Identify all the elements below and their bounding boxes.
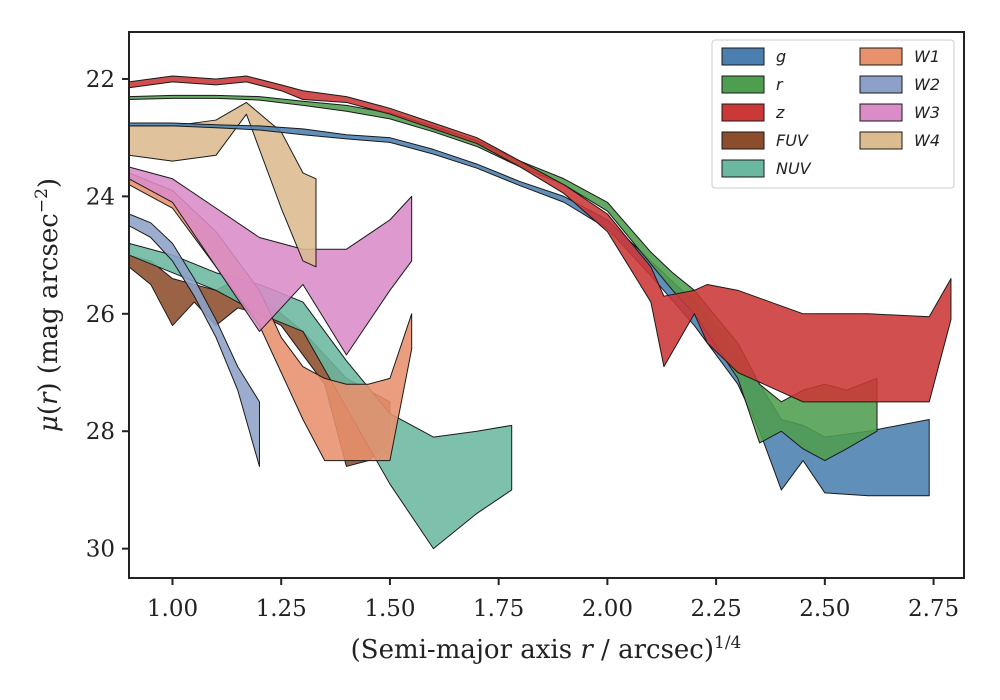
x-tick-label: 2.25 bbox=[691, 596, 742, 622]
band-w3 bbox=[128, 166, 413, 356]
bands-layer bbox=[128, 75, 952, 550]
x-axis-ticks: 1.00 1.25 1.50 1.75 2.00 2.25 2.50 2.75 bbox=[147, 578, 959, 622]
legend-label-w2: W2 bbox=[914, 75, 940, 94]
x-tick-label: 2.75 bbox=[908, 596, 959, 622]
y-tick-label: 28 bbox=[86, 419, 115, 445]
x-tick-label: 1.75 bbox=[473, 596, 524, 622]
legend-swatch-w2 bbox=[859, 75, 903, 94]
legend-swatch-nuv bbox=[721, 159, 765, 178]
legend-swatch-r bbox=[721, 75, 765, 94]
legend-swatch-g bbox=[721, 47, 765, 66]
y-tick-label: 26 bbox=[86, 302, 115, 328]
legend-label-r: r bbox=[776, 75, 784, 94]
legend-label-w4: W4 bbox=[914, 131, 940, 150]
legend-label-w1: W1 bbox=[914, 47, 940, 66]
band-w4 bbox=[128, 101, 317, 268]
legend-swatch-fuv bbox=[721, 131, 765, 150]
y-tick-label: 30 bbox=[86, 537, 115, 563]
legend-swatch-z bbox=[721, 103, 765, 122]
y-axis-ticks: 22 24 26 28 30 bbox=[86, 67, 129, 563]
plot-frame bbox=[128, 31, 965, 579]
legend-swatch-w1 bbox=[859, 47, 903, 66]
y-tick-label: 22 bbox=[86, 67, 115, 93]
legend-label-w3: W3 bbox=[914, 103, 940, 122]
legend-label-g: g bbox=[776, 47, 786, 66]
band-w2 bbox=[128, 213, 260, 467]
x-tick-label: 2.50 bbox=[799, 596, 850, 622]
legend: grz FUV NUV W1 W2 W3 W4 bbox=[711, 39, 955, 189]
x-tick-label: 2.00 bbox=[582, 596, 633, 622]
legend-swatch-w3 bbox=[859, 103, 903, 122]
x-tick-label: 1.25 bbox=[256, 596, 307, 622]
band-g bbox=[128, 122, 930, 497]
legend-label-fuv: FUV bbox=[776, 131, 809, 150]
y-tick-label: 24 bbox=[86, 184, 115, 210]
band-z bbox=[128, 75, 952, 403]
legend-label-z: z bbox=[775, 103, 785, 122]
x-tick-label: 1.00 bbox=[147, 596, 198, 622]
legend-swatch-w4 bbox=[859, 131, 903, 150]
y-axis-label: μ(r) (mag arcsec−2) bbox=[32, 178, 64, 432]
x-tick-label: 1.50 bbox=[364, 596, 415, 622]
x-axis-label: (Semi-major axis r / arcsec)1/4 bbox=[351, 633, 742, 665]
legend-label-nuv: NUV bbox=[776, 159, 812, 178]
